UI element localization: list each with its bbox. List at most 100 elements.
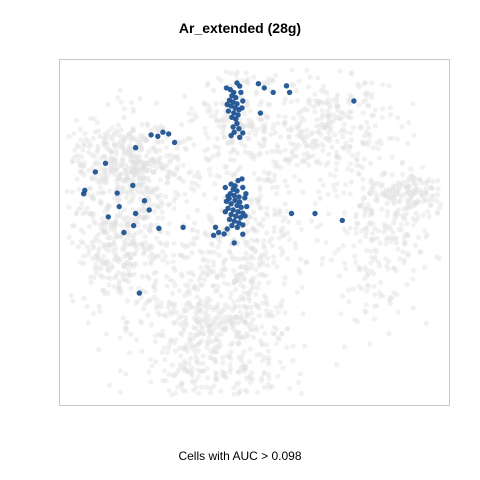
background-cell-point bbox=[72, 147, 78, 153]
background-cell-point bbox=[357, 265, 364, 272]
background-cell-point bbox=[367, 206, 373, 212]
background-cell-point bbox=[151, 294, 157, 300]
highlighted-cell-point bbox=[230, 124, 236, 130]
background-cell-point bbox=[126, 272, 132, 278]
background-cell-point bbox=[182, 244, 188, 250]
background-cell-point bbox=[299, 159, 305, 165]
background-cell-point bbox=[282, 120, 288, 126]
background-cell-point bbox=[248, 123, 254, 129]
background-cell-point bbox=[314, 117, 320, 123]
background-cell-point bbox=[314, 237, 320, 243]
background-cell-point bbox=[267, 385, 273, 391]
background-cell-point bbox=[362, 308, 368, 314]
background-cell-point bbox=[110, 265, 116, 271]
background-cell-point bbox=[151, 158, 157, 164]
background-cell-point bbox=[196, 390, 202, 396]
background-cell-point bbox=[209, 330, 215, 336]
background-cell-point bbox=[114, 128, 120, 134]
background-cell-point bbox=[269, 148, 275, 154]
background-cell-point bbox=[308, 142, 314, 148]
background-cell-point bbox=[244, 79, 250, 85]
background-cell-point bbox=[146, 227, 152, 233]
background-cell-point bbox=[213, 359, 219, 365]
background-cell-point bbox=[268, 179, 274, 185]
background-cell-point bbox=[99, 260, 105, 266]
background-cell-point bbox=[362, 133, 368, 139]
background-cell-point bbox=[408, 166, 414, 172]
background-cell-point bbox=[336, 116, 343, 122]
background-cell-point bbox=[315, 101, 321, 107]
background-cell-point bbox=[120, 315, 126, 321]
background-cell-point bbox=[222, 267, 228, 273]
background-cell-point bbox=[138, 228, 144, 234]
background-cell-point bbox=[210, 262, 217, 268]
background-cell-point bbox=[174, 310, 180, 316]
background-cell-point bbox=[189, 368, 195, 374]
background-cell-point bbox=[156, 331, 162, 337]
background-cell-point bbox=[185, 135, 191, 142]
background-cell-point bbox=[156, 239, 162, 245]
background-cell-point bbox=[318, 87, 324, 94]
background-cell-point bbox=[144, 273, 150, 279]
background-cell-point bbox=[101, 228, 107, 235]
background-cell-point bbox=[254, 127, 260, 133]
background-cell-point bbox=[369, 255, 375, 261]
background-cell-point bbox=[222, 302, 228, 308]
background-cell-point bbox=[88, 279, 94, 285]
background-cell-point bbox=[255, 303, 261, 309]
background-cell-point bbox=[378, 293, 384, 299]
background-cell-point bbox=[128, 241, 134, 247]
background-cell-point bbox=[184, 289, 190, 295]
background-cell-point bbox=[346, 299, 352, 305]
background-cell-point bbox=[368, 211, 375, 217]
background-cell-point bbox=[326, 134, 332, 141]
background-cell-point bbox=[366, 221, 372, 227]
background-cell-point bbox=[103, 180, 109, 186]
background-cell-point bbox=[154, 185, 160, 191]
background-cell-point bbox=[368, 208, 374, 214]
background-cell-point bbox=[273, 72, 279, 78]
background-cell-point bbox=[341, 121, 347, 127]
background-cell-point bbox=[408, 177, 414, 183]
background-cell-point bbox=[179, 380, 185, 387]
background-cell-point bbox=[420, 193, 426, 199]
background-cell-point bbox=[284, 208, 290, 214]
background-cell-point bbox=[141, 174, 147, 180]
background-cell-point bbox=[191, 315, 197, 322]
background-cell-point bbox=[131, 271, 137, 277]
background-cell-point bbox=[416, 176, 422, 182]
background-cell-point bbox=[178, 122, 185, 128]
background-cell-point bbox=[114, 165, 120, 171]
background-cell-point bbox=[151, 270, 157, 276]
background-cell-point bbox=[100, 287, 106, 293]
background-cell-point bbox=[109, 222, 115, 228]
background-cell-point bbox=[366, 131, 372, 137]
background-cell-point bbox=[100, 190, 106, 196]
background-cell-point bbox=[113, 167, 119, 173]
background-cell-point bbox=[316, 189, 322, 195]
background-cell-point bbox=[98, 200, 104, 206]
background-cell-point bbox=[267, 170, 273, 176]
background-cell-point bbox=[251, 74, 257, 80]
background-cell-point bbox=[326, 151, 332, 157]
background-cell-point bbox=[197, 316, 203, 322]
background-cell-point bbox=[236, 256, 242, 262]
background-cell-point bbox=[357, 203, 363, 209]
highlighted-cell-point bbox=[312, 210, 318, 217]
background-cell-point bbox=[363, 302, 369, 308]
background-cell-point bbox=[401, 206, 407, 212]
background-cell-point bbox=[291, 142, 297, 148]
background-cell-point bbox=[241, 319, 247, 325]
background-cell-point bbox=[278, 304, 284, 310]
background-cell-point bbox=[361, 213, 367, 219]
background-cell-point bbox=[193, 353, 199, 359]
background-cell-point bbox=[172, 195, 179, 201]
background-cell-point bbox=[271, 122, 277, 128]
background-cell-point bbox=[419, 180, 425, 186]
background-cell-point bbox=[269, 235, 275, 242]
background-cell-point bbox=[364, 282, 370, 288]
background-cell-point bbox=[318, 222, 324, 228]
background-cell-point bbox=[114, 232, 120, 238]
background-cell-point bbox=[127, 232, 133, 238]
background-cell-point bbox=[306, 98, 312, 104]
